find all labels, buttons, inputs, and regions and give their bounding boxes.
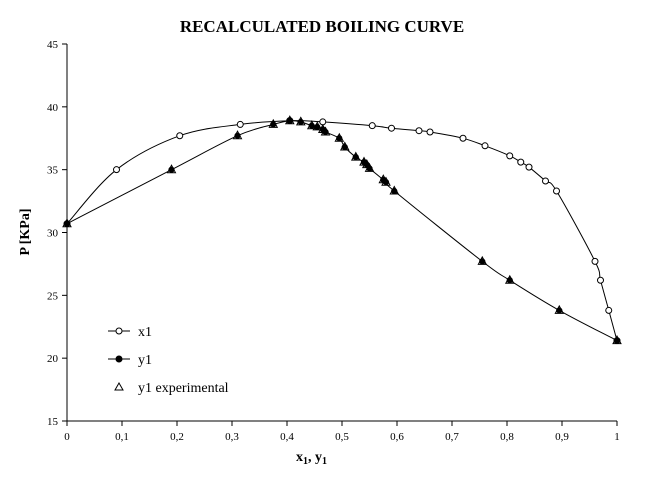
x-tick-label: 0,4 bbox=[280, 431, 294, 443]
legend-marker-y1-experimental bbox=[114, 381, 124, 391]
series-line-x1 bbox=[66, 120, 618, 341]
legend-label-x1: x1 bbox=[138, 325, 152, 340]
point-x1 bbox=[319, 118, 327, 126]
y-tick-label: 20 bbox=[47, 353, 59, 365]
point-x1 bbox=[517, 158, 525, 166]
series-lines bbox=[66, 120, 618, 342]
series-line-y1 bbox=[66, 120, 618, 342]
x-tick-label: 0 bbox=[64, 431, 70, 443]
point-y1-experimental bbox=[477, 255, 488, 265]
point-x1 bbox=[597, 276, 604, 284]
y-axis-label: P [KPa] bbox=[18, 208, 33, 255]
y-axis-ticks: 15 20 25 30 35 40 45 bbox=[47, 39, 67, 428]
y-tick-label: 40 bbox=[47, 102, 59, 114]
point-x1 bbox=[525, 163, 533, 171]
x-axis-ticks: 0 0,1 0,2 0,3 0,4 0,5 0,6 0,7 0,8 0,9 1 bbox=[64, 421, 620, 443]
x-axis-label-main: x bbox=[296, 450, 303, 465]
point-y1-experimental bbox=[554, 304, 565, 314]
point-x1 bbox=[553, 187, 560, 195]
point-x1 bbox=[591, 257, 599, 265]
point-x1 bbox=[236, 120, 244, 128]
y-tick-label: 25 bbox=[47, 290, 59, 302]
x-tick-label: 0,2 bbox=[170, 431, 184, 443]
point-y1-experimental bbox=[295, 116, 306, 126]
point-y1-experimental bbox=[232, 130, 243, 140]
legend-item-y1-experimental: y1 experimental bbox=[114, 381, 229, 396]
point-y1-experimental bbox=[361, 159, 372, 169]
point-x1 bbox=[481, 142, 489, 150]
point-y1-experimental bbox=[339, 141, 350, 151]
y-tick-label: 45 bbox=[47, 39, 59, 51]
point-y1-experimental bbox=[62, 218, 72, 228]
x-tick-label: 1 bbox=[614, 431, 620, 443]
legend: x1 y1 y1 experimental bbox=[108, 325, 229, 396]
x-tick-label: 0,8 bbox=[500, 431, 514, 443]
x-tick-label: 0,9 bbox=[555, 431, 569, 443]
point-y1-experimental bbox=[364, 162, 375, 172]
point-y1-experimental bbox=[350, 151, 361, 161]
point-y1-experimental bbox=[268, 118, 279, 128]
legend-label-y1: y1 bbox=[138, 353, 152, 368]
point-x1 bbox=[506, 152, 514, 160]
plot-area: 15 20 25 30 35 40 45 0 0,1 0,2 0,3 0,4 0,5 0,6 0,7 0,8… bbox=[47, 39, 622, 443]
x-axis-label-sub2: 1 bbox=[322, 456, 327, 467]
x-tick-label: 0,7 bbox=[445, 431, 459, 443]
point-y1-experimental bbox=[306, 120, 317, 130]
point-x1 bbox=[176, 132, 184, 140]
point-x1 bbox=[459, 134, 467, 142]
point-y1-experimental bbox=[320, 126, 331, 136]
point-x1 bbox=[388, 124, 395, 132]
legend-item-x1: x1 bbox=[108, 325, 152, 340]
point-y1-experimental bbox=[389, 185, 400, 195]
chart-title: RECALCULATED BOILING CURVE bbox=[180, 17, 464, 36]
point-x1 bbox=[426, 128, 434, 136]
y-tick-label: 35 bbox=[47, 165, 59, 177]
x-tick-label: 0,5 bbox=[335, 431, 349, 443]
x-tick-label: 0,6 bbox=[390, 431, 404, 443]
point-x1 bbox=[113, 166, 120, 174]
x-axis-label-sep: , y bbox=[308, 450, 322, 465]
y-tick-label: 15 bbox=[47, 416, 59, 428]
legend-marker-x1 bbox=[115, 327, 123, 335]
point-y1-experimental bbox=[381, 176, 391, 186]
legend-label-y1-experimental: y1 experimental bbox=[138, 381, 229, 396]
y-tick-label: 30 bbox=[47, 228, 59, 240]
legend-item-y1: y1 bbox=[108, 353, 152, 368]
point-x1 bbox=[605, 306, 613, 314]
point-y1-experimental bbox=[504, 274, 515, 284]
point-x1 bbox=[542, 177, 549, 185]
x-tick-label: 0,1 bbox=[115, 431, 129, 443]
point-y1-experimental bbox=[312, 121, 323, 131]
point-y1-experimental bbox=[166, 164, 177, 174]
point-y1-experimental bbox=[612, 335, 622, 345]
point-y1-experimental bbox=[284, 115, 295, 125]
series-markers bbox=[62, 115, 622, 345]
x-axis-label: x1, y1 bbox=[296, 450, 327, 467]
point-x1 bbox=[368, 122, 376, 130]
point-x1 bbox=[415, 127, 423, 135]
point-y1-experimental bbox=[334, 132, 345, 142]
legend-marker-y1 bbox=[115, 355, 123, 363]
x-tick-label: 0,3 bbox=[225, 431, 239, 443]
x-axis-label-sub1: 1 bbox=[303, 456, 308, 467]
